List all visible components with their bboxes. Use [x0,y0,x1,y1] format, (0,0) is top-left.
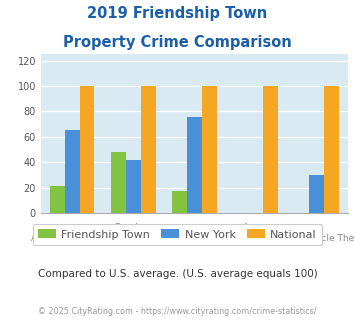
Text: Arson: Arson [242,223,268,232]
Bar [324,86,339,213]
Text: All Property Crime: All Property Crime [31,234,113,244]
Bar [309,175,324,213]
Bar [80,86,94,213]
Bar [187,116,202,213]
Legend: Friendship Town, New York, National: Friendship Town, New York, National [33,223,322,245]
Text: Property Crime Comparison: Property Crime Comparison [63,35,292,50]
Bar [141,86,155,213]
Bar [50,186,65,213]
Bar [263,86,278,213]
Text: Motor Vehicle Theft: Motor Vehicle Theft [273,234,355,244]
Bar [65,130,80,213]
Text: Compared to U.S. average. (U.S. average equals 100): Compared to U.S. average. (U.S. average … [38,269,317,279]
Text: © 2025 CityRating.com - https://www.cityrating.com/crime-statistics/: © 2025 CityRating.com - https://www.city… [38,307,317,316]
Text: Larceny & Theft: Larceny & Theft [158,234,230,244]
Bar [202,86,217,213]
Bar [126,160,141,213]
Bar [172,191,187,213]
Text: Burglary: Burglary [114,223,153,232]
Text: 2019 Friendship Town: 2019 Friendship Town [87,6,268,21]
Bar [111,152,126,213]
